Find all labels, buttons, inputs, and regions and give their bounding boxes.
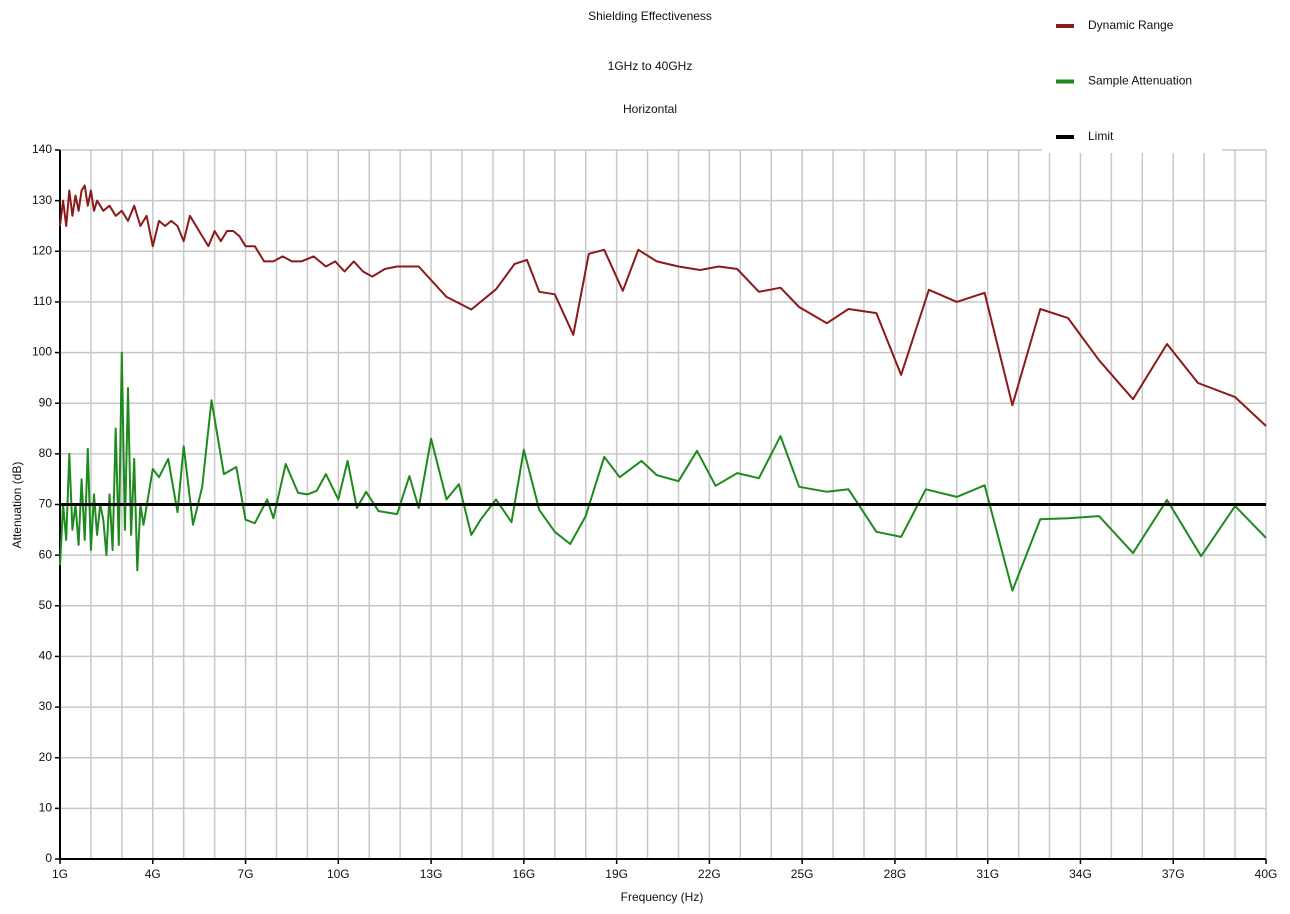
y-tick-label: 130 <box>32 193 52 207</box>
legend-label: Sample Attenuation <box>1088 74 1192 88</box>
x-tick-label: 19G <box>605 867 628 881</box>
x-tick-label: 40G <box>1255 867 1278 881</box>
y-tick-label: 20 <box>39 750 53 764</box>
chart-subtitle: Horizontal <box>623 102 677 116</box>
y-tick-label: 50 <box>39 598 53 612</box>
y-tick-label: 110 <box>33 294 52 308</box>
y-tick-label: 70 <box>39 497 53 511</box>
y-tick-label: 120 <box>32 243 52 257</box>
legend-label: Dynamic Range <box>1088 18 1174 32</box>
x-tick-label: 22G <box>698 867 721 881</box>
chart-subtitle: 1GHz to 40GHz <box>608 59 693 73</box>
x-tick-label: 7G <box>238 867 254 881</box>
x-tick-label: 13G <box>420 867 443 881</box>
y-tick-label: 140 <box>32 142 52 156</box>
y-axis-label: Attenuation (dB) <box>10 462 24 549</box>
y-tick-label: 100 <box>32 345 52 359</box>
series-line <box>59 351 1267 592</box>
x-tick-label: 4G <box>145 867 161 881</box>
x-tick-label: 10G <box>327 867 350 881</box>
y-tick-label: 40 <box>39 649 53 663</box>
x-tick-label: 1G <box>52 867 68 881</box>
x-tick-label: 31G <box>976 867 999 881</box>
y-tick-label: 30 <box>39 699 53 713</box>
y-tick-label: 0 <box>45 851 52 865</box>
y-tick-label: 10 <box>39 801 53 815</box>
x-tick-label: 28G <box>884 867 907 881</box>
y-tick-label: 80 <box>39 446 53 460</box>
series-line <box>59 184 1267 427</box>
y-tick-label: 60 <box>39 547 53 561</box>
x-tick-label: 16G <box>513 867 536 881</box>
chart-title: Shielding Effectiveness <box>588 9 712 23</box>
x-axis-label: Frequency (Hz) <box>621 890 704 904</box>
x-tick-label: 37G <box>1162 867 1185 881</box>
x-tick-label: 25G <box>791 867 814 881</box>
y-tick-label: 90 <box>39 395 53 409</box>
legend-background <box>1042 5 1222 153</box>
legend-label: Limit <box>1088 129 1114 143</box>
x-tick-label: 34G <box>1069 867 1092 881</box>
